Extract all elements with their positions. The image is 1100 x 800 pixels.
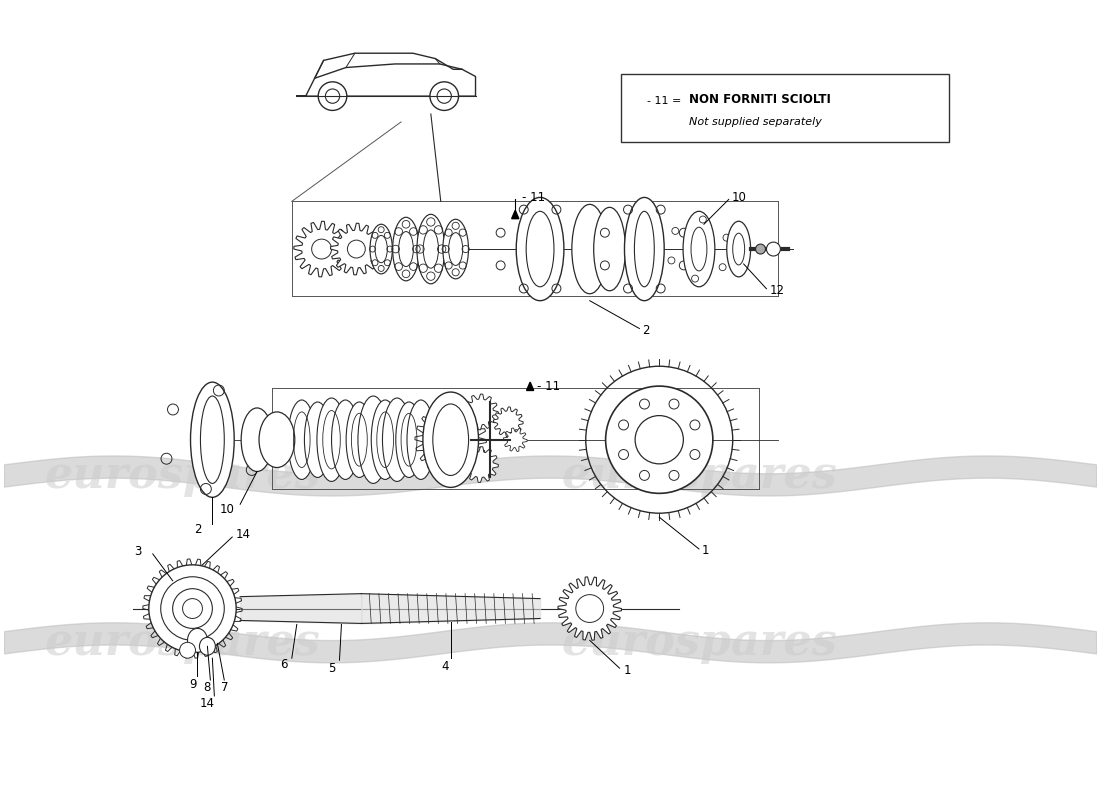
- Ellipse shape: [317, 398, 346, 482]
- Text: 2: 2: [194, 522, 201, 535]
- Text: 6: 6: [280, 658, 287, 670]
- Text: 4: 4: [441, 660, 449, 673]
- Text: Not supplied separately: Not supplied separately: [689, 117, 822, 126]
- Text: 14: 14: [200, 698, 214, 710]
- Ellipse shape: [396, 402, 422, 478]
- Ellipse shape: [393, 218, 419, 281]
- Ellipse shape: [516, 198, 564, 301]
- Polygon shape: [558, 577, 622, 640]
- Ellipse shape: [190, 382, 234, 498]
- Ellipse shape: [358, 396, 388, 483]
- Text: 1: 1: [624, 664, 631, 677]
- Text: eurospares: eurospares: [561, 454, 837, 497]
- Ellipse shape: [370, 224, 393, 274]
- Text: 1: 1: [702, 545, 710, 558]
- Text: 10: 10: [732, 191, 747, 204]
- Text: - 11: - 11: [537, 379, 560, 393]
- Ellipse shape: [288, 400, 316, 479]
- Ellipse shape: [417, 214, 444, 284]
- Ellipse shape: [407, 400, 434, 479]
- Text: 2: 2: [642, 324, 650, 337]
- Ellipse shape: [372, 400, 399, 479]
- Polygon shape: [504, 428, 527, 451]
- Text: - 11 =: - 11 =: [647, 96, 681, 106]
- Text: 10: 10: [220, 502, 234, 516]
- Ellipse shape: [258, 412, 295, 467]
- Polygon shape: [494, 407, 524, 437]
- Ellipse shape: [187, 629, 208, 652]
- Ellipse shape: [331, 400, 360, 479]
- Circle shape: [183, 598, 202, 618]
- Circle shape: [318, 82, 346, 110]
- Ellipse shape: [199, 638, 216, 655]
- Polygon shape: [636, 98, 642, 105]
- Circle shape: [179, 642, 196, 658]
- Ellipse shape: [383, 398, 411, 482]
- Ellipse shape: [625, 198, 664, 301]
- Ellipse shape: [422, 392, 478, 487]
- Text: eurospares: eurospares: [45, 454, 320, 497]
- Polygon shape: [330, 223, 382, 275]
- Text: 14: 14: [235, 527, 250, 541]
- Text: 8: 8: [204, 682, 211, 694]
- Text: 9: 9: [189, 678, 196, 690]
- Ellipse shape: [443, 219, 469, 279]
- Polygon shape: [463, 394, 498, 430]
- Text: eurospares: eurospares: [561, 621, 837, 664]
- Ellipse shape: [305, 402, 331, 478]
- Bar: [621, 74, 948, 142]
- Text: 3: 3: [134, 546, 142, 558]
- Circle shape: [575, 594, 604, 622]
- Text: eurospares: eurospares: [45, 621, 320, 664]
- Ellipse shape: [346, 402, 373, 478]
- Circle shape: [311, 239, 331, 259]
- Text: 7: 7: [220, 682, 228, 694]
- Text: 12: 12: [770, 284, 784, 298]
- Circle shape: [173, 589, 212, 629]
- Circle shape: [161, 577, 224, 640]
- Ellipse shape: [241, 408, 273, 471]
- Polygon shape: [294, 222, 350, 277]
- Circle shape: [767, 242, 780, 256]
- Ellipse shape: [572, 204, 607, 294]
- Circle shape: [606, 386, 713, 494]
- Polygon shape: [527, 382, 534, 390]
- Text: - 11: - 11: [522, 191, 546, 204]
- Text: 5: 5: [328, 662, 336, 674]
- Ellipse shape: [594, 207, 626, 290]
- Ellipse shape: [727, 222, 750, 277]
- Ellipse shape: [683, 211, 715, 286]
- Polygon shape: [512, 210, 519, 218]
- Text: NON FORNITI SCIOLTI: NON FORNITI SCIOLTI: [689, 94, 830, 106]
- Circle shape: [756, 244, 766, 254]
- Circle shape: [430, 82, 459, 110]
- Polygon shape: [463, 446, 498, 482]
- Circle shape: [148, 565, 236, 652]
